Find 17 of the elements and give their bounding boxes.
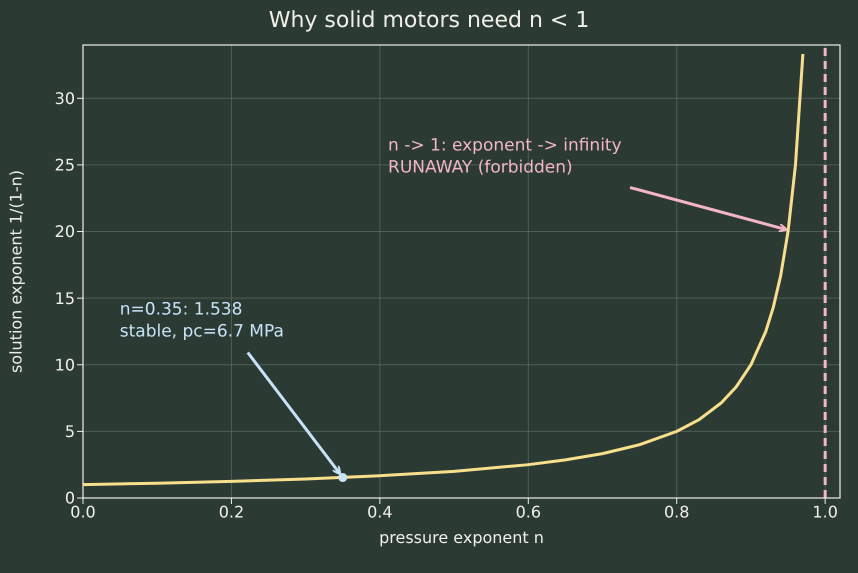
y-axis-title: solution exponent 1/(1-n) (6, 170, 26, 374)
y-tick-label: 25 (54, 156, 75, 175)
x-tick-label: 0.2 (218, 502, 244, 522)
x-tick-label: 0.8 (664, 502, 690, 522)
y-tick-label: 15 (54, 288, 75, 308)
y-tick-label: 10 (54, 355, 75, 374)
y-tick-label: 5 (64, 422, 75, 442)
annotation: n -> 1: exponent -> infinity RUNAWAY (forbidden) (388, 136, 622, 178)
y-tick-label: 20 (54, 222, 75, 242)
annotation: n=0.35: 1.538 stable, pc=6.7 MPa (120, 300, 284, 342)
line-series (83, 52, 804, 486)
chart-title: Why solid motors need n < 1 (268, 8, 590, 33)
x-tick-label: 1.0 (812, 502, 838, 522)
y-tick-label: 30 (54, 88, 75, 108)
x-tick-label: 0.6 (516, 502, 542, 522)
x-tick-label: 0.4 (367, 502, 393, 522)
x-axis-title: pressure exponent n (379, 528, 544, 547)
